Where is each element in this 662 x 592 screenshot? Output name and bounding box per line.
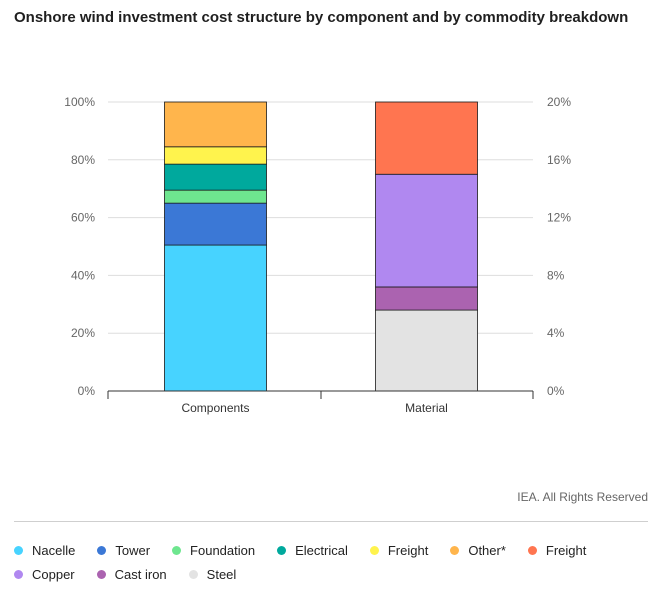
y-tick-label-left: 20%	[71, 326, 95, 340]
bar-segment-components-freight	[164, 146, 267, 165]
legend-item[interactable]: Cast iron	[96, 566, 167, 582]
legend-swatch	[527, 545, 537, 555]
bar-segment-material-steel	[375, 309, 478, 392]
bar-segment-components-other	[164, 101, 267, 148]
legend-swatch	[14, 569, 23, 579]
y-tick-label-left: 100%	[64, 95, 95, 109]
legend-item[interactable]: Other*	[450, 543, 506, 558]
legend-item[interactable]: Copper	[14, 567, 75, 582]
y-tick-label-right: 20%	[547, 95, 571, 109]
legend-row: Copper Cast iron Steel	[14, 562, 654, 586]
legend-swatch	[172, 545, 182, 555]
legend-item[interactable]: Foundation	[172, 543, 255, 558]
legend-item[interactable]: Freight	[369, 542, 429, 558]
legend-label: Freight	[545, 542, 587, 558]
chart-plot-area: 0% 0% 20% 4% 40% 8% 60% 12% 80% 16% 100% 20% Compone…	[64, 95, 571, 415]
legend-item[interactable]: Tower	[97, 543, 150, 558]
legend-label: Copper	[32, 566, 75, 582]
bar-segment-material-freight	[375, 101, 478, 175]
legend-label: Nacelle	[32, 542, 76, 558]
legend-divider	[14, 521, 648, 522]
legend-item[interactable]: Nacelle	[14, 543, 75, 558]
x-category-label: Material	[405, 401, 448, 415]
legend-swatch	[14, 545, 23, 555]
legend-label: Cast iron	[114, 566, 167, 582]
bar-segment-components-tower	[164, 202, 267, 246]
legend-item[interactable]: Freight	[527, 542, 587, 558]
y-tick-label-right: 4%	[547, 326, 565, 340]
legend-label: Foundation	[190, 542, 256, 558]
bar-segment-components-nacelle	[164, 244, 267, 392]
legend-item[interactable]: Steel	[188, 566, 237, 582]
chart-legend: Nacelle Tower Foundation Electrical Freight O…	[14, 538, 654, 586]
y-tick-label-left: 0%	[78, 384, 96, 398]
bar-segment-material-copper	[375, 173, 478, 288]
y-tick-label-left: 40%	[71, 268, 95, 282]
bar-segment-components-foundation	[164, 189, 267, 204]
y-tick-label-right: 8%	[547, 268, 565, 282]
chart-title: Onshore wind investment cost structure b…	[14, 9, 629, 26]
bar-segment-material-cast-iron	[375, 286, 478, 311]
y-tick-label-left: 80%	[71, 153, 95, 167]
legend-swatch	[96, 569, 106, 579]
legend-swatch	[97, 545, 107, 555]
legend-label: Electrical	[295, 542, 348, 558]
bar-segment-components-electrical	[164, 163, 267, 191]
y-tick-label-left: 60%	[71, 211, 95, 225]
legend-swatch	[450, 545, 460, 555]
legend-label: Steel	[206, 566, 237, 582]
legend-swatch	[277, 545, 287, 555]
legend-swatch	[188, 569, 198, 579]
legend-label: Other*	[468, 542, 506, 558]
y-tick-label-right: 12%	[547, 211, 571, 225]
legend-swatch	[369, 545, 379, 555]
legend-label: Tower	[115, 542, 151, 558]
legend-row: Nacelle Tower Foundation Electrical Freight O…	[14, 538, 654, 562]
legend-item[interactable]: Electrical	[277, 543, 348, 558]
source-note: IEA. All Rights Reserved	[517, 490, 648, 504]
legend-label: Freight	[387, 542, 429, 558]
x-category-label: Components	[181, 401, 249, 415]
y-tick-label-right: 0%	[547, 384, 565, 398]
y-tick-label-right: 16%	[547, 153, 571, 167]
